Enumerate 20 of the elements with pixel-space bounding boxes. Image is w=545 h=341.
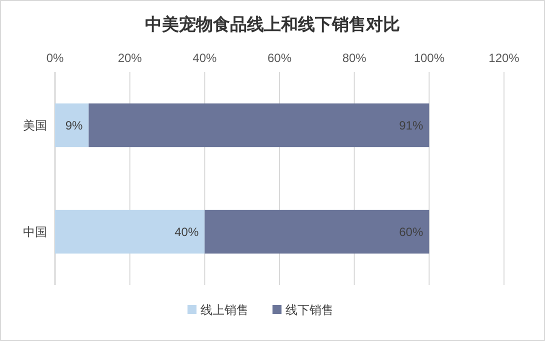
- chart-title: 中美宠物食品线上和线下销售对比: [145, 15, 400, 34]
- data-label: 91%: [399, 118, 424, 132]
- y-tick-label: 中国: [23, 224, 47, 239]
- bar: [55, 210, 205, 254]
- y-tick-label: 美国: [23, 118, 47, 132]
- x-tick-label: 40%: [192, 51, 217, 65]
- bar: [88, 103, 430, 148]
- x-tick-label: 100%: [414, 51, 445, 65]
- bar: [204, 210, 430, 254]
- data-label: 60%: [399, 224, 424, 239]
- x-tick-label: 80%: [342, 51, 367, 65]
- x-tick-label: 60%: [267, 51, 292, 65]
- legend-label: 线下销售: [286, 303, 334, 317]
- x-tick-label: 20%: [118, 51, 142, 65]
- x-tick-label: 0%: [46, 51, 64, 65]
- data-label: 9%: [65, 118, 84, 132]
- x-tick-label: 120%: [488, 51, 520, 65]
- bar: [55, 103, 89, 148]
- legend-label: 线上销售: [200, 303, 248, 317]
- data-label: 40%: [174, 224, 199, 239]
